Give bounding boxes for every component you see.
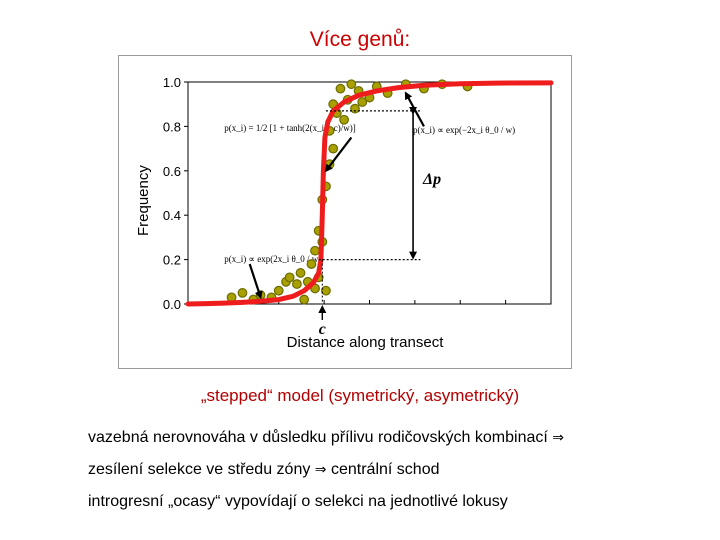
cline-chart: Frequency Distance along transect 0.0 0.2… [135,75,554,351]
formula-arrow-center [324,136,353,173]
y-tick-label: 0.2 [163,253,181,268]
data-point [273,285,284,296]
y-axis-label: Frequency [135,165,152,236]
data-point [328,143,339,154]
center-label: c [319,321,326,338]
cline-curve [185,80,554,307]
bullet-list: vazebná nerovnováha v důsledku přílivu r… [88,428,708,524]
y-tick-label: 0.8 [163,119,181,134]
data-point [335,83,346,94]
data-point [299,294,310,305]
implies-arrow-icon: ⇒ [552,430,564,446]
data-point [346,79,357,90]
data-point [306,259,317,269]
data-point [237,287,248,298]
data-point [350,103,360,114]
data-point [291,279,302,289]
bullet-text: introgresní „ocasy“ vypovídají o selekci… [88,493,508,510]
cline-formula: p(x_i) = 1/2 [1 + tanh(2(x_i − c)/w)] [224,123,355,133]
bullet-text: vazebná nerovnováha v důsledku přílivu r… [88,429,548,446]
bullet-linkage-disequilibrium: vazebná nerovnováha v důsledku přílivu r… [88,428,708,460]
y-tick-label: 0.6 [163,164,181,179]
data-point [284,272,295,283]
cline-formula: p(x_i) ∝ exp(2x_i θ_0 / w) [224,254,321,264]
data-point [310,245,320,256]
bullet-text: zesílení selekce ve středu zóny [88,461,311,478]
bullet-tail: centrální schod [330,461,440,478]
formula-arrow-upper [404,91,425,127]
data-point [321,285,331,296]
y-tick-label: 0.0 [163,297,181,312]
delta-p-label: Δp [422,171,441,188]
data-point [357,97,368,107]
implies-arrow-icon: ⇒ [314,462,327,478]
slide-title: Více genů: [309,28,411,51]
data-point [295,268,306,278]
cline-formula: p(x_i) ∝ exp(−2x_i θ_0 / w) [413,125,515,135]
chart-frame: Frequency Distance along transect 0.0 0.2… [118,55,572,369]
bullet-selection-strengthening: zesílení selekce ve středu zóny ⇒ centrá… [88,460,708,492]
y-tick-label: 0.4 [163,208,181,223]
bullet-introgression-tails: introgresní „ocasy“ vypovídají o selekci… [88,492,708,524]
y-tick-label: 1.0 [163,75,181,90]
plot-area-border [187,81,552,305]
model-subtitle: „stepped“ model (symetrický, asymetrický… [200,386,520,405]
data-point [339,114,349,125]
x-axis-label: Distance along transect [287,334,445,351]
formula-arrow-lower [248,263,263,300]
